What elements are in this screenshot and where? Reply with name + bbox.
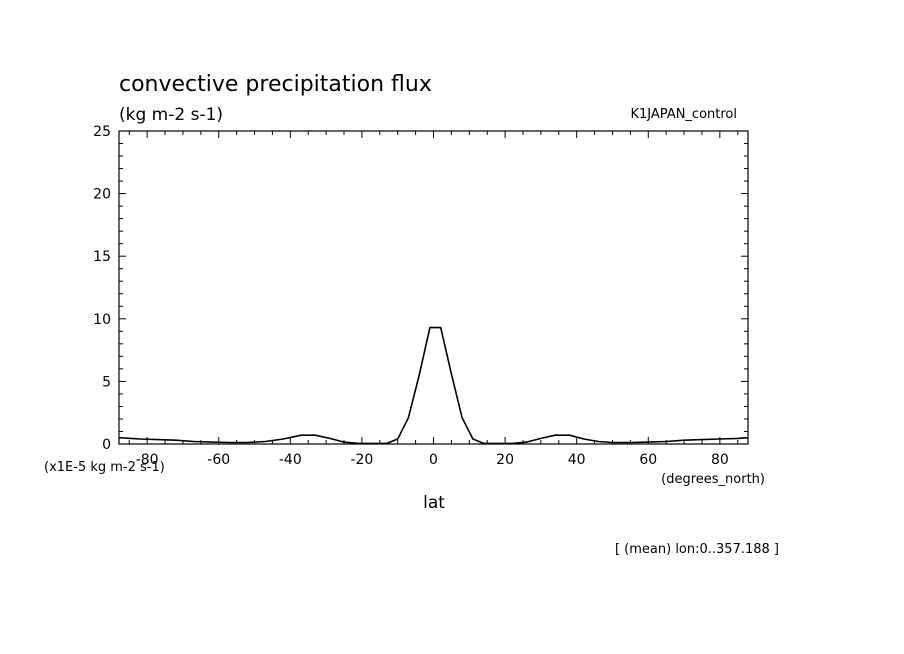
chart-units: (kg m-2 s-1) [119,105,223,125]
x-tick-label: -60 [207,452,230,468]
y-axis: 0 5 10 15 20 25 [93,124,748,453]
chart-title: convective precipitation flux [119,72,432,97]
y-tick-label: 25 [93,124,111,140]
footer-label: [ (mean) lon:0..357.188 ] [615,542,779,557]
x-tick-label: -80 [136,452,159,468]
y-tick-label: 15 [93,249,111,265]
y-tick-label: 20 [93,187,111,203]
x-tick-label: -40 [279,452,302,468]
x-tick-label: 0 [429,452,438,468]
y-tick-label: 5 [102,374,111,390]
y-tick-label: 10 [93,312,111,328]
plot-frame [118,130,749,445]
x-tick-label: -20 [350,452,373,468]
experiment-label: K1JAPAN_control [631,107,737,122]
series-layer [118,326,749,445]
y-tick-label: 0 [102,437,111,453]
x-units-label: (degrees_north) [661,472,765,487]
x-tick-label: 60 [639,452,657,468]
x-axis-label: lat [423,493,445,513]
series-line [118,326,749,445]
x-tick-label: 40 [568,452,586,468]
x-tick-label: 80 [711,452,729,468]
x-tick-label: 20 [496,452,514,468]
y-scale-label: (x1E-5 kg m-2 s-1) [44,460,165,475]
x-axis: -80 -60 -40 -20 0 20 40 60 80 [128,131,739,468]
